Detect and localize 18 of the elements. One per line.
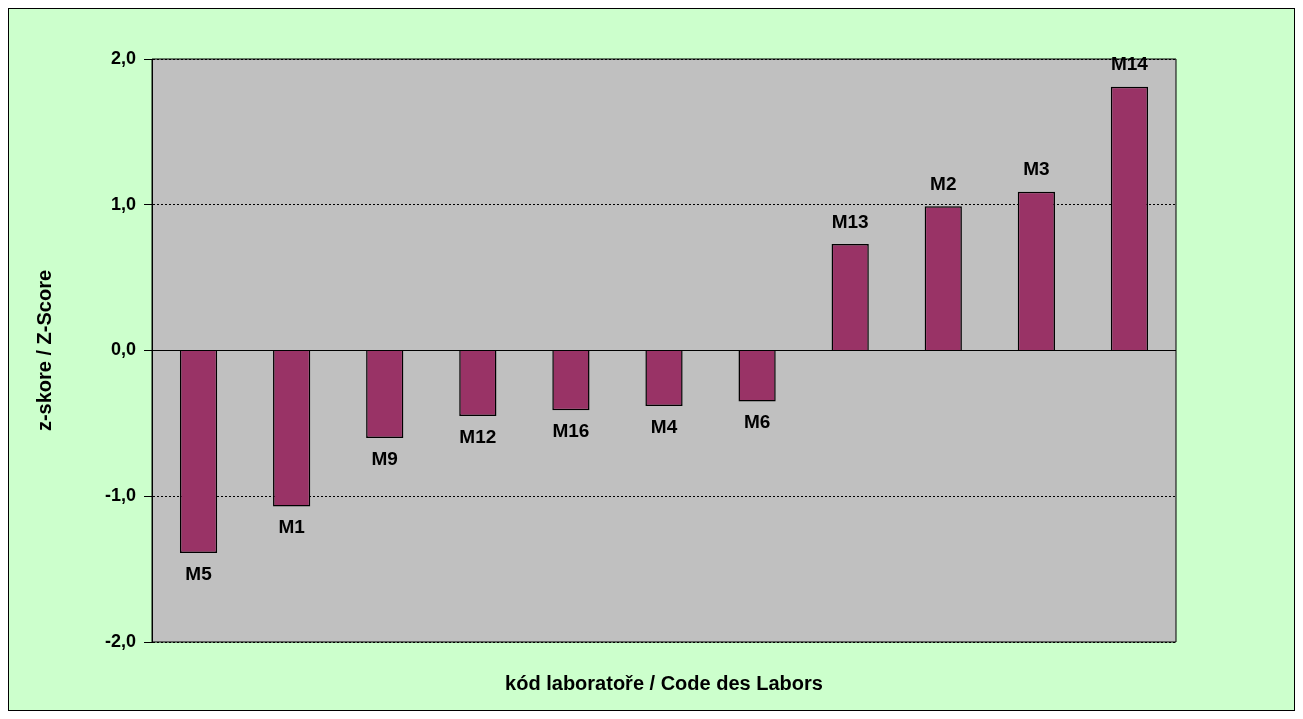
x-tick-label: M13 xyxy=(831,210,869,232)
x-axis-title: kód laboratoře / Code des Labors xyxy=(505,671,823,694)
x-tick-label: M3 xyxy=(1023,158,1050,180)
y-tick-label: 0,0 xyxy=(110,339,137,360)
y-tick-label: 2,0 xyxy=(110,47,137,68)
x-tick-label: M6 xyxy=(743,411,771,433)
y-tick-label: -1,0 xyxy=(104,485,137,506)
x-tick-label: M14 xyxy=(1110,53,1149,75)
y-axis-title: z-skore / Z-Score xyxy=(32,269,55,432)
x-tick-label: M9 xyxy=(371,447,398,469)
x-tick-label: M1 xyxy=(278,516,306,538)
x-tick-label: M4 xyxy=(650,415,678,437)
x-tick-label: M16 xyxy=(552,419,590,441)
y-tick-label: -2,0 xyxy=(104,630,137,651)
x-tick-label: M2 xyxy=(930,172,957,194)
y-tick-label: 1,0 xyxy=(110,193,137,214)
x-tick-label: M5 xyxy=(185,562,213,584)
x-tick-label: M12 xyxy=(459,425,497,447)
